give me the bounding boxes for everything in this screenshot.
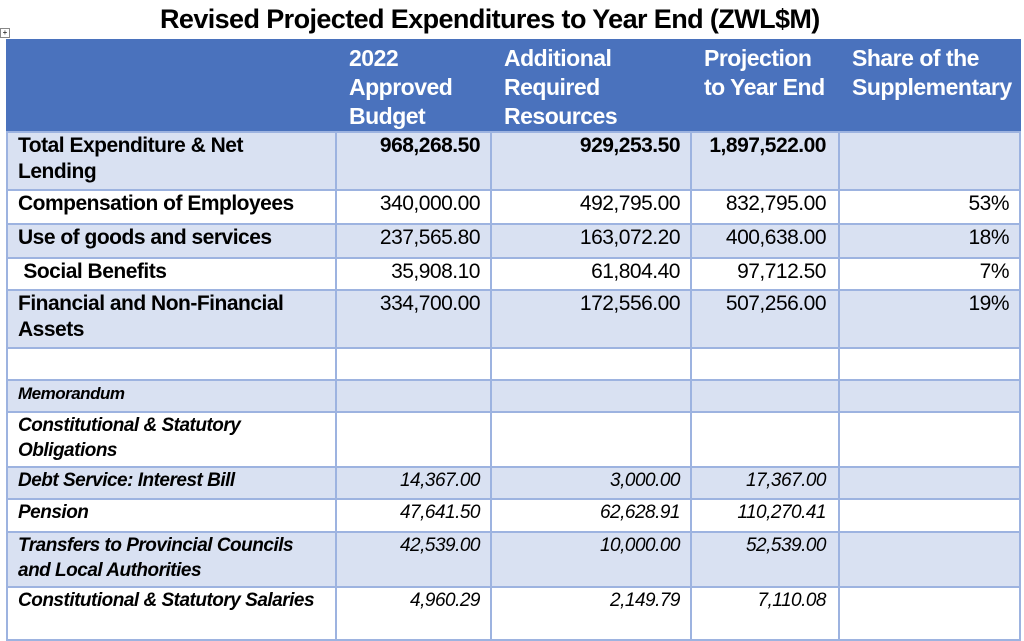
cell-additional: 492,795.00	[490, 189, 692, 225]
cell-label: Transfers to Provincial Councils and Loc…	[6, 531, 337, 588]
table-row: Transfers to Provincial Councils and Loc…	[6, 531, 1021, 588]
cell-share: 19%	[838, 289, 1021, 349]
cell-additional: 61,804.40	[490, 257, 692, 291]
cell-budget: 47,641.50	[335, 498, 492, 533]
table-row: Financial and Non-Financial Assets 334,70…	[6, 289, 1021, 349]
cell-additional: 172,556.00	[490, 289, 692, 349]
cell-label: Total Expenditure & Net Lending	[6, 131, 337, 191]
header-row: 2022 Approved Budget Additional Required…	[6, 39, 1021, 133]
empty-cell	[335, 347, 492, 381]
table-row: Compensation of Employees 340,000.00 492,7…	[6, 189, 1021, 225]
cell-label: Constitutional & Statutory Salaries	[6, 586, 337, 641]
cell-projection: 507,256.00	[690, 289, 840, 349]
cell-budget: 340,000.00	[335, 189, 492, 225]
cell-share	[838, 131, 1021, 191]
cell-share	[838, 411, 1021, 468]
cell-share	[838, 586, 1021, 641]
cell-budget: 968,268.50	[335, 131, 492, 191]
table-row: Social Benefits 35,908.10 61,804.40 97,712.…	[6, 257, 1021, 291]
cell-label: Social Benefits	[6, 257, 337, 291]
cell-label: Financial and Non-Financial Assets	[6, 289, 337, 349]
cell-label: Use of goods and services	[6, 223, 337, 259]
cell-additional: 10,000.00	[490, 531, 692, 588]
table-row: Total Expenditure & Net Lending 968,268.5…	[6, 131, 1021, 191]
header-projection: Projection to Year End	[690, 39, 840, 133]
cell-label: Memorandum	[6, 379, 337, 413]
cell-share	[838, 531, 1021, 588]
cell-additional: 163,072.20	[490, 223, 692, 259]
cell-label: Pension	[6, 498, 337, 533]
cell-additional	[490, 411, 692, 468]
cell-budget	[335, 379, 492, 413]
empty-cell	[690, 347, 840, 381]
header-share: Share of the Supplementary	[838, 39, 1021, 133]
table-row: Constitutional & Statutory Obligations	[6, 411, 1021, 468]
cell-projection: 52,539.00	[690, 531, 840, 588]
table-row: Constitutional & Statutory Salaries 4,960…	[6, 586, 1021, 641]
header-additional: Additional Required Resources	[490, 39, 692, 133]
cell-additional: 3,000.00	[490, 466, 692, 500]
table-title: Revised Projected Expenditures to Year E…	[160, 4, 820, 34]
table-move-handle[interactable]: +	[0, 28, 10, 38]
cell-projection: 832,795.00	[690, 189, 840, 225]
cell-label: Constitutional & Statutory Obligations	[6, 411, 337, 468]
cell-share: 53%	[838, 189, 1021, 225]
table-row: Pension 47,641.50 62,628.91 110,270.41	[6, 498, 1021, 533]
header-label	[6, 39, 337, 133]
cell-additional: 2,149.79	[490, 586, 692, 641]
cell-budget: 14,367.00	[335, 466, 492, 500]
cell-projection: 110,270.41	[690, 498, 840, 533]
cell-additional: 62,628.91	[490, 498, 692, 533]
cell-projection: 400,638.00	[690, 223, 840, 259]
cell-budget	[335, 411, 492, 468]
cell-share	[838, 498, 1021, 533]
empty-cell	[490, 347, 692, 381]
cell-additional	[490, 379, 692, 413]
cell-share	[838, 379, 1021, 413]
cell-projection	[690, 411, 840, 468]
empty-cell	[6, 347, 337, 381]
table-row: Memorandum	[6, 379, 1021, 413]
empty-cell	[838, 347, 1021, 381]
cell-share	[838, 466, 1021, 500]
table-row: Debt Service: Interest Bill 14,367.00 3,00…	[6, 466, 1021, 500]
cell-label: Compensation of Employees	[6, 189, 337, 225]
cell-share: 18%	[838, 223, 1021, 259]
cell-budget: 4,960.29	[335, 586, 492, 641]
cell-projection	[690, 379, 840, 413]
cell-budget: 334,700.00	[335, 289, 492, 349]
cell-projection: 97,712.50	[690, 257, 840, 291]
cell-additional: 929,253.50	[490, 131, 692, 191]
cell-projection: 1,897,522.00	[690, 131, 840, 191]
table-row: Use of goods and services 237,565.80 163,0…	[6, 223, 1021, 259]
cell-label: Debt Service: Interest Bill	[6, 466, 337, 500]
blank-row	[6, 347, 1021, 381]
cell-budget: 35,908.10	[335, 257, 492, 291]
expenditure-table: 2022 Approved Budget Additional Required…	[6, 39, 1021, 641]
cell-projection: 17,367.00	[690, 466, 840, 500]
cell-projection: 7,110.08	[690, 586, 840, 641]
header-budget: 2022 Approved Budget	[335, 39, 492, 133]
cell-budget: 237,565.80	[335, 223, 492, 259]
cell-share: 7%	[838, 257, 1021, 291]
cell-budget: 42,539.00	[335, 531, 492, 588]
